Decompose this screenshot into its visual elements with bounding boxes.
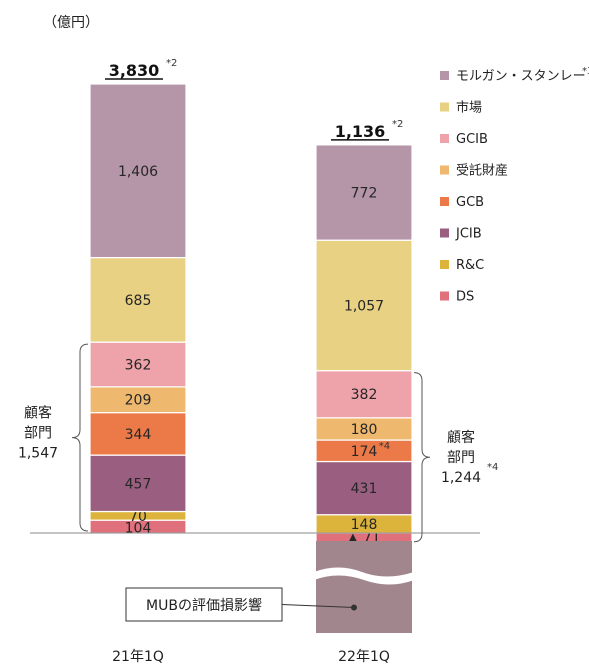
bar-value-label: 148 — [351, 517, 378, 533]
bar-total-note: *2 — [166, 58, 177, 69]
customer-segment-label: 部門 — [24, 426, 52, 442]
mub-callout-dot — [351, 604, 357, 611]
customer-segment-value: 1,244 — [441, 470, 481, 486]
legend-swatch — [440, 71, 449, 80]
bar-segment — [315, 144, 413, 241]
mub-callout-leader — [281, 604, 355, 608]
bar-segment — [89, 256, 187, 343]
unit-label: （億円） — [43, 15, 99, 31]
bar-value-label: 344 — [125, 427, 152, 443]
bar-segment — [315, 370, 413, 419]
legend-label: JCIB — [455, 227, 482, 242]
legend-label: DS — [456, 290, 474, 305]
bar-segment — [89, 83, 187, 259]
axis-break-wave — [314, 567, 414, 585]
legend-swatch — [440, 197, 449, 206]
bar-value-label: 362 — [125, 357, 152, 373]
customer-segment-note: *4 — [487, 462, 498, 473]
mub-loss-block — [314, 541, 414, 633]
category-label: 21年1Q — [112, 649, 164, 665]
bar-value-label: 209 — [125, 393, 152, 409]
customer-segment-label: 部門 — [447, 450, 475, 466]
bar-value-label: 180 — [351, 422, 378, 438]
legend-label: 市場 — [456, 100, 482, 116]
legend-swatch — [440, 228, 449, 238]
customer-segment-label: 顧客 — [447, 429, 475, 446]
bar-value-label: 1,057 — [344, 298, 384, 314]
mub-loss-bar — [316, 541, 412, 633]
bar-value-label: 772 — [351, 186, 378, 202]
bar-total-note: *2 — [392, 119, 403, 130]
bar-value-label: 174 — [351, 444, 378, 460]
mub-callout-text: MUBの評価損影響 — [146, 597, 262, 614]
bar-value-label: 382 — [351, 387, 378, 403]
bar-value-label: 1,406 — [118, 164, 158, 180]
customer-segment-value: 1,547 — [18, 446, 58, 462]
bar-segment — [315, 239, 413, 372]
bar-value-label: 457 — [125, 476, 152, 492]
legend-label: 受託財産 — [456, 163, 508, 179]
legend-note: *3 — [582, 66, 589, 77]
bar-value-label: 70 — [129, 509, 147, 525]
legend-swatch — [440, 165, 449, 175]
legend-swatch — [440, 134, 449, 143]
legend-label: GCIB — [456, 132, 488, 147]
bar-value-label: 685 — [125, 293, 152, 309]
legend-swatch — [440, 291, 449, 301]
bar-total-label: 1,136 — [335, 122, 386, 141]
category-label: 22年1Q — [338, 649, 390, 665]
legend: モルガン・スタンレー*3 市場 GCIB 受託財産 GCB JCIB R&C DS — [440, 66, 589, 305]
legend-label: モルガン・スタンレー — [456, 69, 586, 84]
bar-segment — [89, 454, 187, 513]
legend-label: GCB — [456, 195, 484, 210]
legend-label: R&C — [456, 258, 484, 273]
bar-total-label: 3,830 — [109, 61, 160, 80]
bar-segment — [89, 386, 187, 414]
customer-segment-brace — [71, 343, 89, 532]
legend-swatch — [440, 102, 449, 112]
customer-segment-brace — [413, 372, 431, 543]
customer-segment-label: 顧客 — [24, 405, 52, 422]
bar-segment — [315, 460, 413, 516]
bar-value-note: *4 — [379, 441, 390, 452]
legend-swatch — [440, 260, 449, 269]
bar-value-label: 431 — [351, 481, 378, 497]
bar-segment — [89, 412, 187, 456]
mub-callout-box — [125, 587, 283, 622]
